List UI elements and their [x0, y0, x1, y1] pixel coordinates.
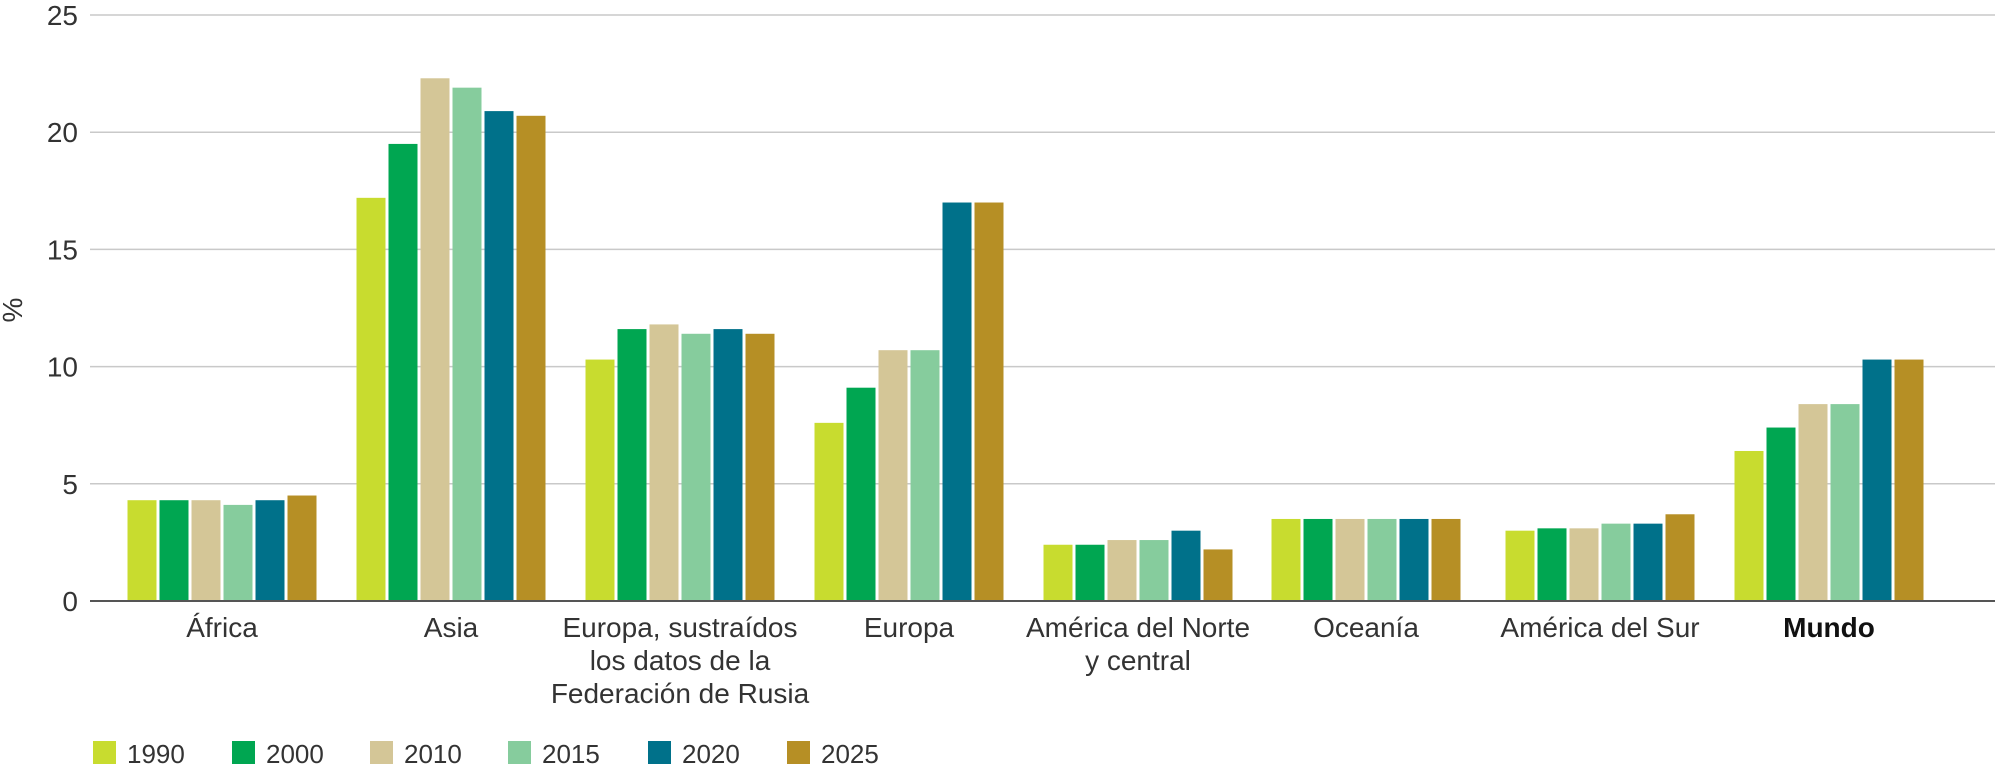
- legend-swatch-2015: [508, 741, 531, 764]
- y-axis-title: %: [0, 298, 28, 323]
- bar-1990: [1271, 518, 1301, 601]
- legend: 1990 2000 2010 2015 2020 2025: [93, 739, 879, 765]
- bar-2015: [1367, 518, 1397, 601]
- category-label: América del Sur: [1500, 612, 1699, 643]
- y-tick-label: 25: [47, 0, 78, 31]
- legend-label-2020: 2020: [682, 739, 740, 765]
- bar-2020: [1862, 359, 1892, 601]
- bar-2010: [1107, 540, 1137, 601]
- bar-2000: [159, 500, 189, 601]
- category-label-line: los datos de la: [590, 645, 771, 676]
- category-label-line: Federación de Rusia: [551, 678, 810, 709]
- bar-2020: [255, 500, 285, 601]
- bar-2025: [974, 202, 1004, 601]
- legend-swatch-2000: [232, 741, 255, 764]
- category-label-line: Europa, sustraídos: [562, 612, 797, 643]
- category-label: Europa, sustraídos los datos de la Federac…: [551, 612, 810, 709]
- category-label: Mundo: [1783, 612, 1875, 643]
- bars: [127, 78, 1924, 602]
- bar-2000: [1537, 528, 1567, 601]
- bar-2000: [1075, 544, 1105, 601]
- legend-label-2010: 2010: [404, 739, 462, 765]
- legend-label-2015: 2015: [542, 739, 600, 765]
- bar-2000: [1303, 518, 1333, 601]
- category-label-line: Mundo: [1783, 612, 1875, 643]
- bar-2020: [942, 202, 972, 601]
- category-label-line: Europa: [864, 612, 955, 643]
- category-label-line: América del Norte: [1026, 612, 1250, 643]
- category-label-line: América del Sur: [1500, 612, 1699, 643]
- bar-2015: [223, 504, 253, 601]
- legend-label-1990: 1990: [127, 739, 185, 765]
- bar-2010: [1335, 518, 1365, 601]
- bar-1990: [1505, 530, 1535, 601]
- bar-2010: [878, 350, 908, 601]
- category-label-line: África: [186, 612, 258, 643]
- category-label: África: [186, 612, 258, 643]
- y-tick-label: 0: [62, 586, 78, 617]
- bar-2015: [910, 350, 940, 601]
- bar-2000: [388, 143, 418, 602]
- category-label-line: y central: [1085, 645, 1191, 676]
- bar-2015: [681, 333, 711, 601]
- category-label-line: Oceanía: [1313, 612, 1419, 643]
- bar-2025: [1894, 359, 1924, 601]
- bar-2015: [452, 87, 482, 601]
- y-tick-label: 5: [62, 469, 78, 500]
- legend-label-2000: 2000: [266, 739, 324, 765]
- bar-2010: [420, 78, 450, 601]
- y-tick-label: 20: [47, 117, 78, 148]
- bar-2020: [713, 329, 743, 601]
- bar-2015: [1830, 404, 1860, 601]
- bar-2010: [191, 500, 221, 601]
- bar-1990: [1043, 544, 1073, 601]
- category-label-line: Asia: [424, 612, 479, 643]
- bar-2015: [1601, 523, 1631, 601]
- bar-2000: [846, 387, 876, 601]
- legend-swatch-2025: [787, 741, 810, 764]
- bar-2000: [1766, 427, 1796, 601]
- bar-2025: [745, 333, 775, 601]
- bar-2025: [516, 115, 546, 602]
- bar-2010: [1798, 404, 1828, 601]
- bar-2020: [1633, 523, 1663, 601]
- bar-1990: [1734, 450, 1764, 601]
- category-label: América del Norte y central: [1026, 612, 1250, 676]
- bar-2025: [1665, 514, 1695, 601]
- bar-2000: [617, 329, 647, 601]
- bar-2010: [649, 324, 679, 601]
- category-label: Asia: [424, 612, 479, 643]
- x-axis-category-labels: África Asia Europa, sustraídos los datos de…: [186, 612, 1875, 709]
- bar-1990: [814, 422, 844, 601]
- bar-2025: [287, 495, 317, 601]
- bar-1990: [356, 197, 386, 601]
- bar-2020: [1171, 530, 1201, 601]
- legend-swatch-2020: [648, 741, 671, 764]
- category-label: Oceanía: [1313, 612, 1419, 643]
- y-axis-ticks: 0 5 10 15 20 25: [47, 0, 78, 617]
- bar-2015: [1139, 540, 1169, 601]
- category-label: Europa: [864, 612, 955, 643]
- bar-1990: [585, 359, 615, 601]
- bar-2010: [1569, 528, 1599, 601]
- bar-1990: [127, 500, 157, 601]
- y-tick-label: 10: [47, 352, 78, 383]
- bar-2025: [1203, 549, 1233, 601]
- legend-swatch-1990: [93, 741, 116, 764]
- bar-2025: [1431, 518, 1461, 601]
- legend-label-2025: 2025: [821, 739, 879, 765]
- y-tick-label: 15: [47, 234, 78, 265]
- legend-swatch-2010: [370, 741, 393, 764]
- bar-2020: [1399, 518, 1429, 601]
- bar-2020: [484, 111, 514, 601]
